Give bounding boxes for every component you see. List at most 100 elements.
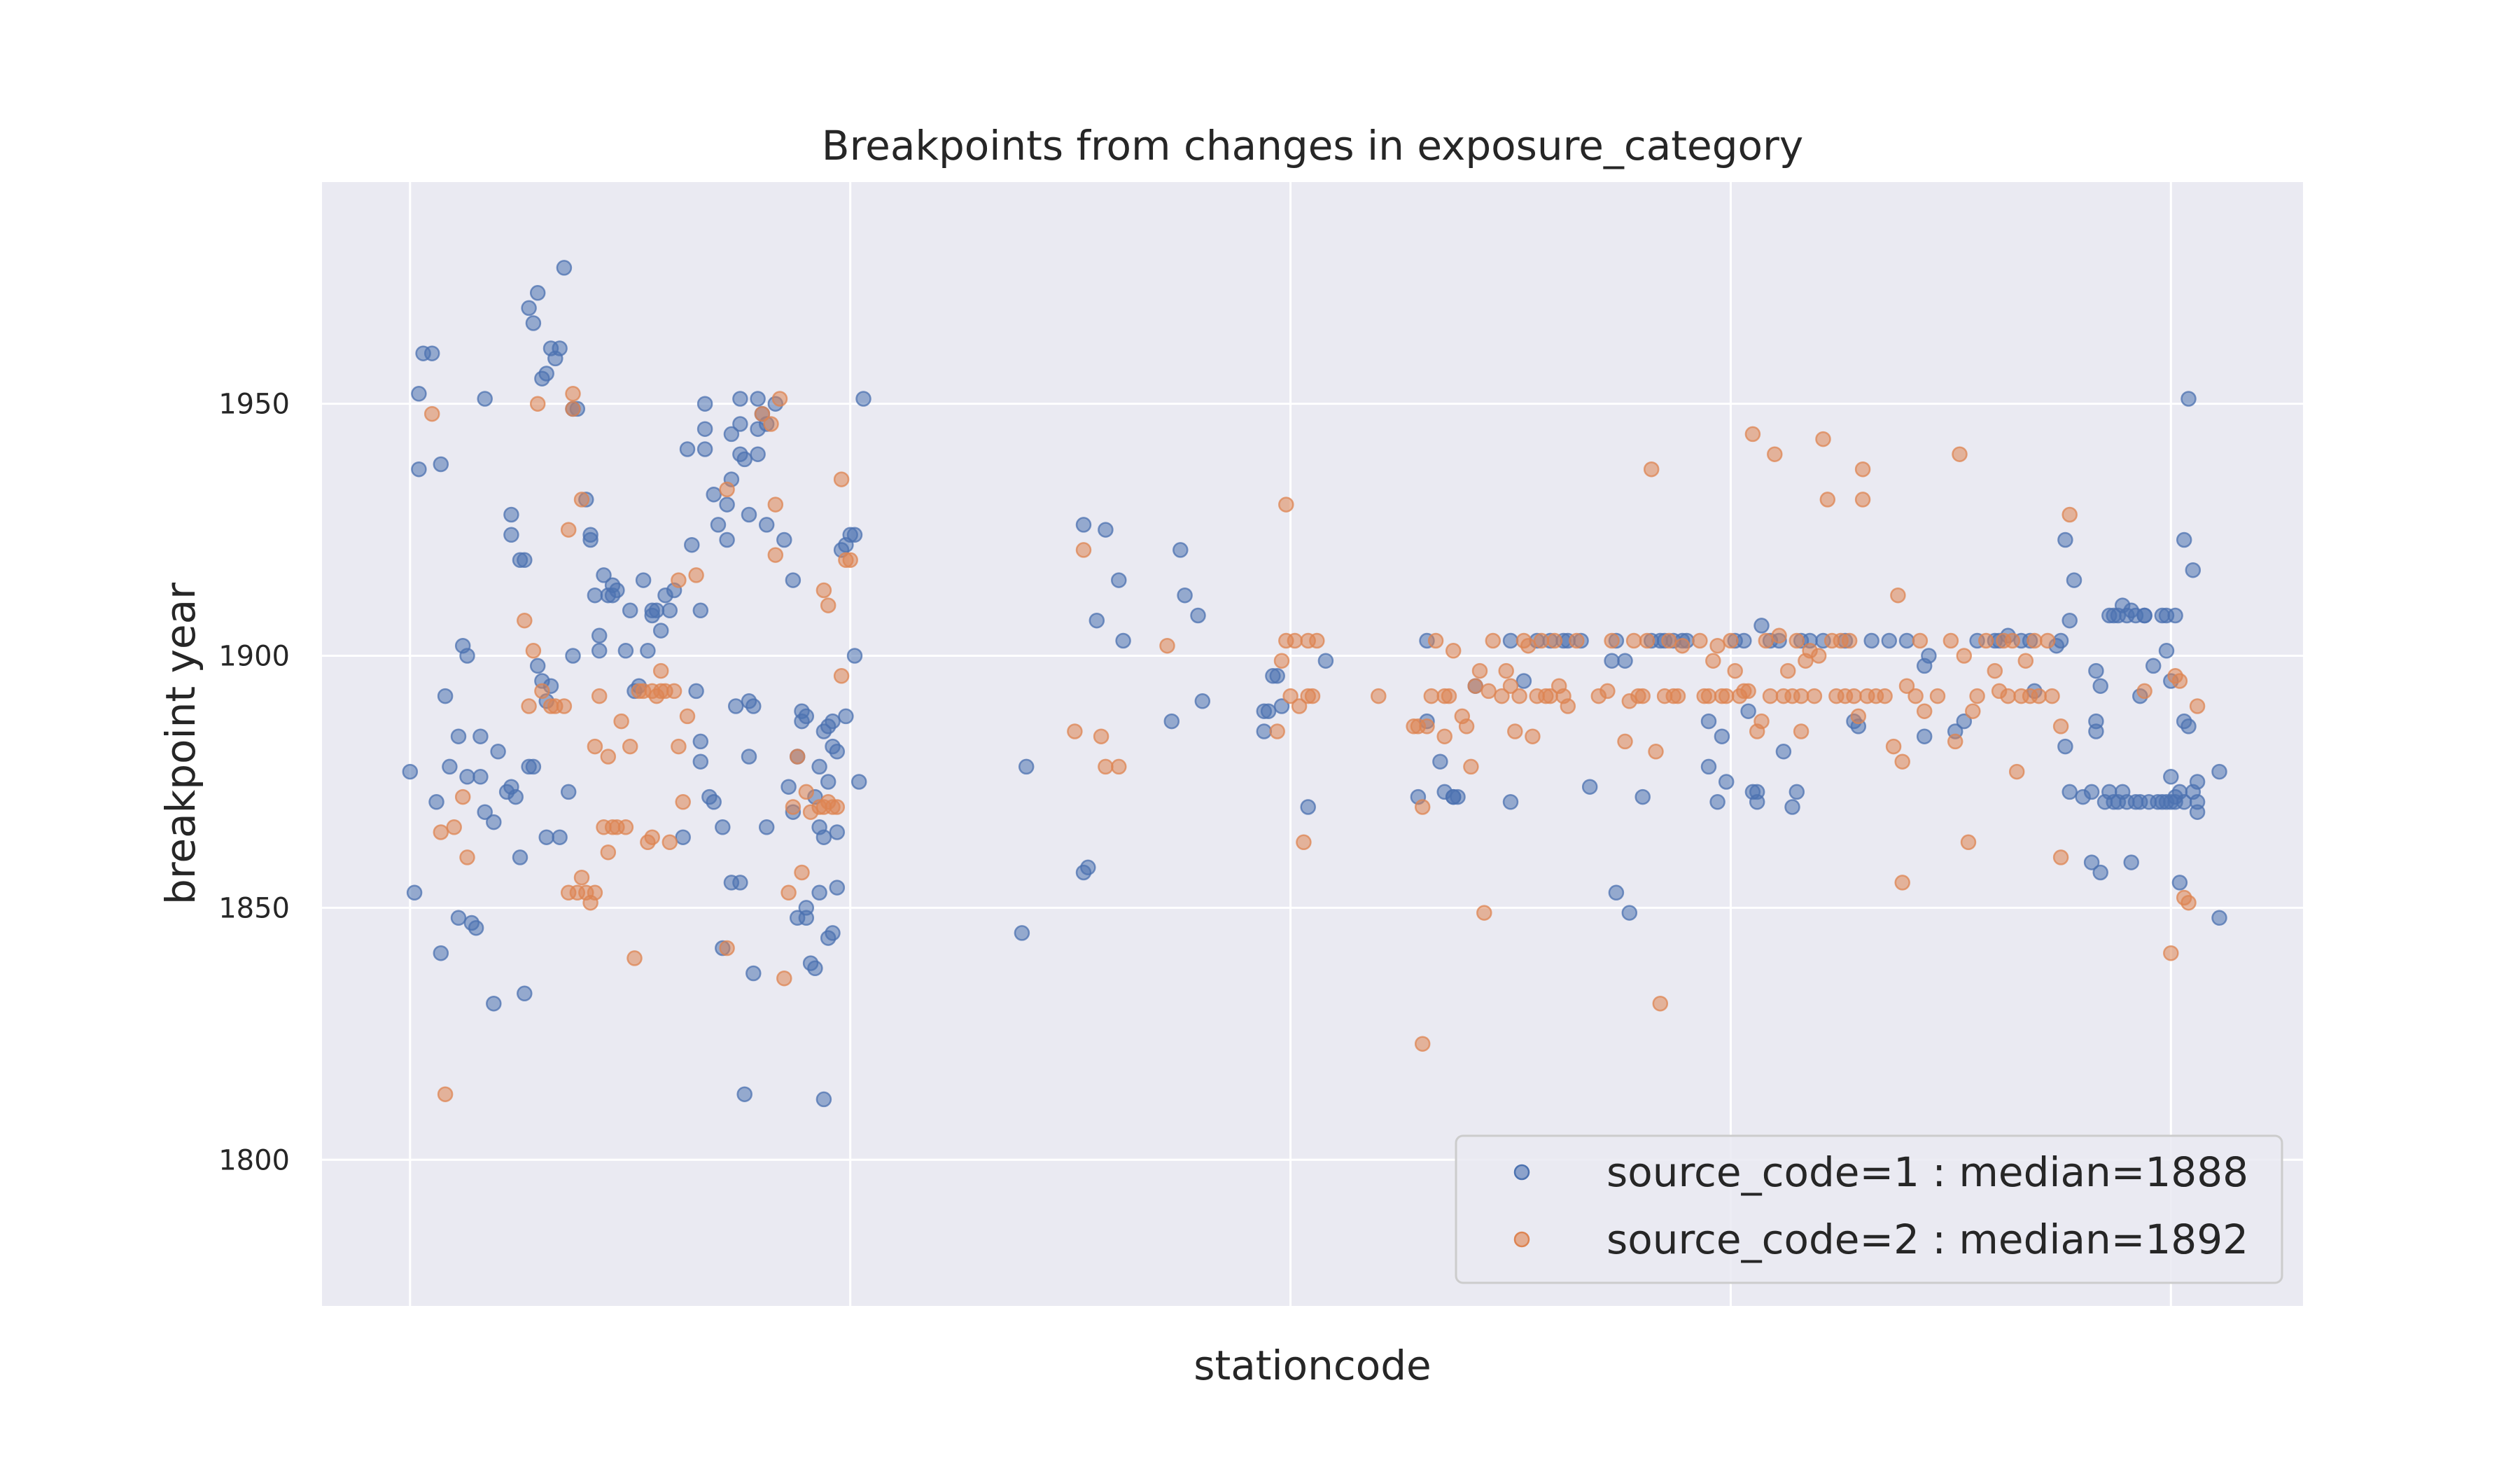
data-point-source-1-92 bbox=[710, 517, 727, 533]
data-point-source-1-302 bbox=[2185, 562, 2202, 578]
data-point-source-2-192 bbox=[1890, 587, 1906, 604]
data-point-source-1-159 bbox=[1075, 517, 1092, 533]
data-point-source-1-161 bbox=[1080, 859, 1096, 876]
data-point-source-2-89 bbox=[1296, 834, 1312, 851]
data-point-source-1-292 bbox=[2167, 607, 2183, 624]
data-point-source-2-97 bbox=[1414, 799, 1431, 815]
data-point-source-2-79 bbox=[1098, 758, 1114, 775]
data-point-source-2-59 bbox=[780, 884, 797, 901]
data-point-source-2-2 bbox=[437, 1086, 454, 1102]
data-point-source-1-19 bbox=[472, 728, 489, 744]
data-point-source-2-88 bbox=[1291, 698, 1308, 714]
data-point-source-1-15 bbox=[459, 769, 475, 785]
data-point-source-2-147 bbox=[1674, 637, 1690, 654]
data-point-source-1-307 bbox=[2211, 910, 2227, 926]
data-point-source-1-79 bbox=[675, 829, 691, 845]
data-point-source-1-215 bbox=[1736, 632, 1752, 649]
data-point-source-1-39 bbox=[529, 658, 546, 674]
y-tick-label-1900: 1900 bbox=[218, 641, 290, 673]
data-point-source-1-198 bbox=[1608, 884, 1625, 901]
data-point-source-1-53 bbox=[565, 648, 581, 664]
data-point-source-2-130 bbox=[1569, 632, 1585, 649]
data-point-source-1-121 bbox=[780, 779, 797, 795]
data-point-source-1-58 bbox=[587, 587, 603, 604]
data-point-source-1-255 bbox=[2083, 784, 2100, 800]
data-point-source-2-207 bbox=[1977, 632, 1994, 649]
data-point-source-1-189 bbox=[1502, 632, 1519, 649]
data-point-source-1-162 bbox=[1088, 612, 1105, 629]
data-point-source-1-186 bbox=[1450, 788, 1466, 805]
data-point-source-2-151 bbox=[1705, 653, 1721, 669]
data-point-source-1-280 bbox=[2136, 607, 2152, 624]
data-point-source-1-37 bbox=[525, 758, 542, 775]
data-point-source-2-87 bbox=[1287, 632, 1303, 649]
data-point-source-2-168 bbox=[1779, 662, 1796, 679]
data-point-source-1-155 bbox=[850, 774, 867, 790]
data-point-source-2-71 bbox=[829, 799, 846, 815]
data-point-source-1-12 bbox=[450, 910, 467, 926]
data-point-source-2-206 bbox=[1969, 688, 1985, 704]
data-point-source-2-4 bbox=[454, 788, 471, 805]
data-point-source-1-177 bbox=[1300, 799, 1316, 815]
data-point-source-2-118 bbox=[1511, 688, 1527, 704]
data-point-source-1-176 bbox=[1273, 698, 1290, 714]
data-point-source-2-34 bbox=[626, 950, 643, 966]
data-point-source-2-1 bbox=[433, 824, 449, 840]
data-point-source-2-165 bbox=[1767, 446, 1783, 462]
data-point-source-2-205 bbox=[1965, 703, 1981, 719]
data-point-source-1-117 bbox=[758, 517, 775, 533]
data-point-source-1-24 bbox=[490, 744, 506, 760]
data-point-source-2-190 bbox=[1877, 688, 1893, 704]
data-point-source-2-110 bbox=[1471, 662, 1488, 679]
data-point-source-1-113 bbox=[750, 446, 766, 462]
data-point-source-2-160 bbox=[1744, 426, 1761, 443]
data-point-source-1-70 bbox=[635, 572, 652, 588]
data-point-source-1-136 bbox=[811, 758, 827, 775]
data-point-source-2-60 bbox=[785, 799, 802, 815]
data-point-source-2-107 bbox=[1458, 718, 1475, 735]
data-point-source-2-184 bbox=[1846, 688, 1862, 704]
data-point-source-1-44 bbox=[538, 829, 554, 845]
data-point-source-2-176 bbox=[1810, 648, 1827, 664]
data-point-source-1-108 bbox=[741, 506, 757, 523]
data-point-source-2-171 bbox=[1793, 723, 1809, 739]
data-point-source-1-154 bbox=[846, 648, 863, 664]
data-point-source-1-145 bbox=[825, 925, 841, 941]
data-point-source-1-5 bbox=[424, 345, 440, 361]
data-point-source-2-14 bbox=[560, 522, 577, 538]
data-point-source-1-111 bbox=[746, 698, 762, 714]
data-point-source-1-211 bbox=[1709, 794, 1726, 810]
data-point-source-2-99 bbox=[1419, 718, 1435, 735]
data-point-source-2-57 bbox=[771, 391, 788, 407]
data-point-source-1-38 bbox=[529, 285, 546, 301]
data-point-source-1-18 bbox=[472, 769, 489, 785]
data-point-source-1-130 bbox=[798, 900, 815, 916]
data-point-source-2-45 bbox=[666, 683, 682, 700]
data-point-source-2-198 bbox=[1916, 703, 1933, 719]
data-point-source-1-223 bbox=[1775, 744, 1792, 760]
data-point-source-1-10 bbox=[442, 758, 458, 775]
data-point-source-1-290 bbox=[2163, 769, 2179, 785]
data-point-source-2-38 bbox=[644, 829, 660, 845]
data-point-source-1-148 bbox=[829, 879, 846, 896]
data-point-source-2-197 bbox=[1912, 632, 1928, 649]
data-point-source-2-80 bbox=[1111, 758, 1127, 775]
data-point-source-2-28 bbox=[600, 844, 617, 861]
data-point-source-2-204 bbox=[1960, 834, 1977, 851]
data-point-source-2-63 bbox=[798, 784, 815, 800]
data-point-source-2-56 bbox=[767, 496, 784, 513]
data-point-source-2-61 bbox=[789, 749, 806, 765]
data-point-source-2-126 bbox=[1546, 632, 1563, 649]
data-point-source-2-24 bbox=[587, 738, 603, 755]
data-point-source-1-212 bbox=[1714, 728, 1730, 744]
data-point-source-1-17 bbox=[468, 919, 484, 936]
data-point-source-2-23 bbox=[587, 884, 603, 901]
data-point-source-1-260 bbox=[2092, 678, 2108, 694]
data-point-source-1-96 bbox=[719, 496, 735, 513]
data-point-source-1-219 bbox=[1749, 794, 1765, 810]
data-point-source-2-75 bbox=[842, 552, 858, 569]
data-point-source-1-165 bbox=[1115, 632, 1131, 649]
data-point-source-2-41 bbox=[652, 662, 669, 679]
data-point-source-1-250 bbox=[2057, 738, 2073, 755]
data-point-source-1-251 bbox=[2062, 784, 2078, 800]
